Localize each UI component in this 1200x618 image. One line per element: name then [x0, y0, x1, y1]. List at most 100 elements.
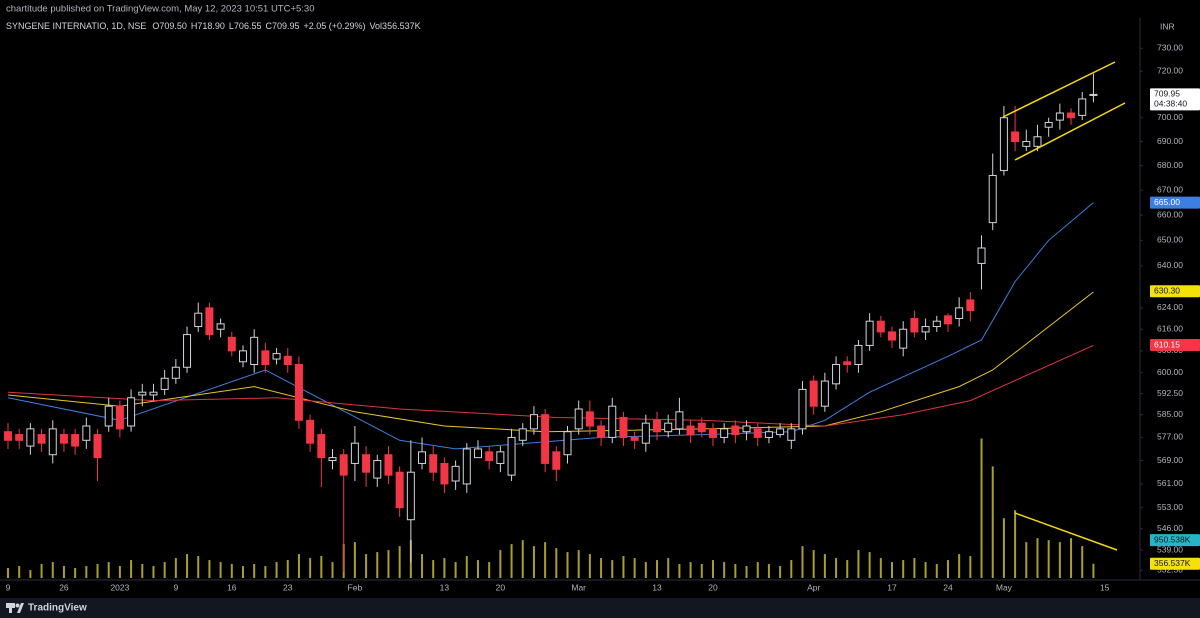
x-tick-label: 24 [943, 582, 953, 592]
y-tick-label: 640.00 [1157, 260, 1183, 270]
candle-body [608, 405, 617, 438]
x-tick-label: 16 [227, 582, 237, 592]
candle-body [843, 361, 852, 366]
candle-body [899, 328, 908, 349]
volume-bar [667, 558, 670, 578]
volume-bar [913, 558, 916, 578]
volume-bar [365, 554, 368, 578]
x-tick-label: 26 [59, 582, 69, 592]
candle-body [585, 411, 594, 427]
volume-bar [969, 556, 972, 578]
plot-area [4, 73, 1098, 578]
volume-bar [275, 562, 278, 578]
volume-bar [1081, 546, 1084, 578]
y-tick-label: 720.00 [1157, 65, 1183, 75]
candle-body [71, 434, 80, 447]
volume-bar [633, 558, 636, 578]
volume-bar [767, 564, 770, 578]
volume-bar [644, 562, 647, 578]
candle-body [574, 408, 583, 430]
volume-bar [432, 560, 435, 578]
candle-body [238, 350, 247, 363]
volume-bar [320, 556, 323, 578]
volume-bar [387, 550, 390, 578]
volume-bar [790, 560, 793, 578]
candle-body [720, 428, 729, 438]
x-tick-label: 13 [440, 582, 450, 592]
candle-body [462, 448, 471, 485]
candle-body [418, 451, 427, 464]
candle-body [451, 465, 460, 482]
volume-bar [588, 554, 591, 578]
candle-body [653, 419, 662, 433]
volume-bar [376, 552, 379, 578]
candle-body [597, 425, 606, 438]
candle-body [362, 454, 371, 473]
x-tick-label: Apr [807, 582, 820, 592]
y-tick-label: 690.00 [1157, 136, 1183, 146]
candle-body [395, 471, 404, 509]
y-tick-label: 539.00 [1157, 544, 1183, 554]
volume-bar [1070, 538, 1073, 578]
candle-body [664, 422, 673, 433]
volume-bar [286, 560, 289, 578]
volume-bar [465, 556, 468, 578]
candle-body [15, 434, 24, 441]
candle-body [205, 307, 214, 336]
volume-bar [823, 554, 826, 578]
candle-body [1067, 112, 1076, 119]
candle-body [350, 442, 359, 464]
volume-trendline [1014, 512, 1118, 551]
candle-body [798, 388, 807, 430]
volume-bar [421, 554, 424, 578]
volume-bar [29, 570, 32, 578]
volume-bar [566, 552, 569, 578]
candle-body [876, 320, 885, 333]
price-badge [1150, 339, 1200, 352]
footer-bar [0, 598, 1200, 618]
price-badge [1150, 534, 1200, 547]
candle-body [272, 353, 281, 360]
candle-body [1078, 98, 1087, 116]
price-badge-label: 610.15 [1154, 339, 1180, 349]
volume-bar [846, 560, 849, 578]
volume-bar [779, 566, 782, 578]
candle-body [261, 350, 270, 366]
price-badge [1150, 285, 1200, 298]
channel-lower [1014, 102, 1126, 161]
volume-bar [1047, 540, 1050, 578]
candle-body [1011, 131, 1020, 143]
volume-bar [946, 560, 949, 578]
x-tick-label: 20 [496, 582, 506, 592]
symbol: SYNGENE INTERNATIO, 1D, NSE [6, 21, 146, 31]
volume-bar [443, 558, 446, 578]
candle-body [888, 331, 897, 341]
volume-bar [219, 562, 222, 578]
drawings [1002, 61, 1126, 551]
volume-bar [174, 558, 177, 578]
volume-bar [891, 562, 894, 578]
legend-high: H718.90 [191, 21, 225, 31]
volume-bar [835, 558, 838, 578]
legend-close: C709.95 [265, 21, 299, 31]
candle-body [59, 434, 68, 444]
volume-bar [678, 564, 681, 578]
candle-body [932, 320, 941, 328]
candle-body [518, 428, 527, 441]
volume-bar [1092, 563, 1095, 578]
volume-bar [689, 562, 692, 578]
candle-body [977, 247, 986, 264]
candle-body [93, 434, 102, 459]
candle-body [943, 315, 952, 325]
footer-brand: TradingView [28, 603, 87, 614]
candle-body [764, 431, 773, 438]
volume-bar [476, 560, 479, 578]
candle-body [541, 414, 550, 464]
volume-bar [544, 542, 547, 578]
y-tick-label: 680.00 [1157, 160, 1183, 170]
price-badge [1150, 196, 1200, 209]
tradingview-logo [6, 603, 24, 613]
candle-body [988, 174, 997, 224]
candle-body [496, 451, 505, 464]
volume-bar [85, 566, 88, 578]
